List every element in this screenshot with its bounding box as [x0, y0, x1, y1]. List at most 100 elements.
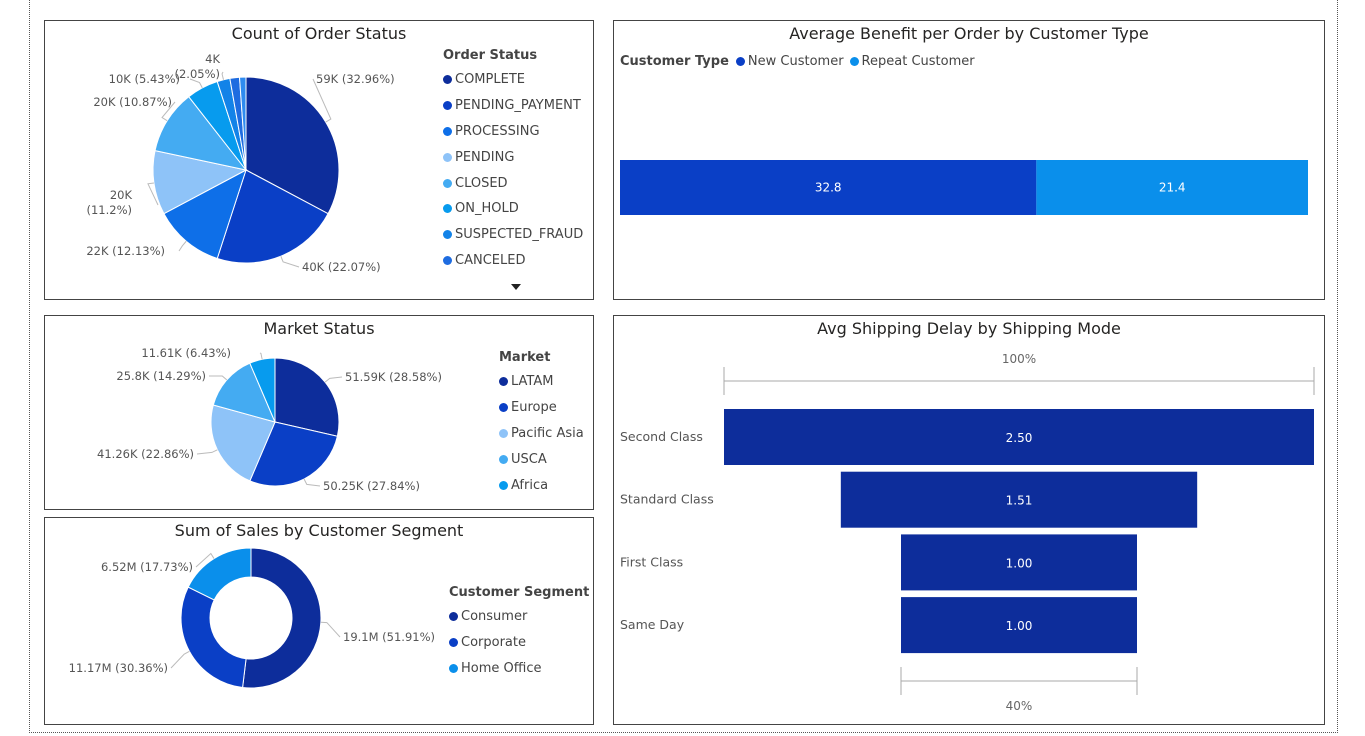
benefit-visual[interactable]: Average Benefit per Order by Customer Ty…: [613, 20, 1325, 300]
legend-item-processing[interactable]: PROCESSING: [443, 119, 583, 145]
data-label: 20K: [110, 188, 133, 202]
market-title: Market Status: [263, 319, 375, 338]
legend-label: SUSPECTED_FRAUD: [455, 227, 584, 243]
legend-item-latam[interactable]: LATAM: [499, 369, 584, 395]
segment-visual[interactable]: Sum of Sales by Customer Segment 19.1M (…: [44, 517, 594, 725]
legend-title: Order Status: [443, 48, 538, 63]
legend-item-consumer[interactable]: Consumer: [449, 604, 589, 630]
legend-item-pacific-asia[interactable]: Pacific Asia: [499, 421, 584, 447]
legend-label: Corporate: [461, 635, 526, 651]
legend-dot-icon: [735, 57, 745, 66]
slice-complete[interactable]: [245, 76, 340, 215]
slice-africa[interactable]: [249, 357, 276, 423]
legend-label: Home Office: [461, 660, 542, 676]
bar-new-customer[interactable]: [620, 160, 1037, 215]
legend-dot-icon: [449, 663, 458, 673]
legend-dot-icon: [443, 126, 452, 136]
slice-usca[interactable]: [212, 362, 276, 423]
segment-donut[interactable]: 19.1M (51.91%) 11.17M (30.36%) 6.52M (17.7…: [45, 518, 595, 726]
bar-value-label: 32.8: [815, 181, 842, 195]
data-label: 11.17M (30.36%): [69, 661, 168, 675]
legend-dot-icon: [499, 377, 508, 387]
leader-line: [196, 449, 218, 455]
data-label: (2.05%): [174, 67, 220, 81]
slice-consumer[interactable]: [242, 547, 322, 689]
funnel-value-label: 1.51: [1006, 494, 1033, 508]
funnel-bar-same-day[interactable]: [901, 597, 1137, 654]
order-status-pie[interactable]: 59K (32.96%)40K (22.07%)22K (12.13%)20K(…: [45, 21, 595, 301]
market-pie[interactable]: 51.59K (28.58%) 50.25K (27.84%) 41.26K (22…: [45, 316, 595, 511]
leader-line: [195, 552, 215, 568]
benefit-bar-chart[interactable]: 32.8 21.4: [614, 21, 1326, 301]
legend-label: Consumer: [461, 609, 528, 625]
data-label: 6.52M (17.73%): [101, 560, 193, 574]
legend-dot-icon: [443, 178, 452, 188]
shipping-visual[interactable]: Avg Shipping Delay by Shipping Mode 100%…: [613, 315, 1325, 725]
legend-title: Customer Type: [620, 54, 729, 69]
funnel-category-label: First Class: [620, 554, 683, 569]
legend-item-closed[interactable]: CLOSED: [443, 170, 583, 196]
order-status-visual[interactable]: Count of Order Status 59K (32.96%) 40K (2…: [44, 20, 594, 300]
legend-dot-icon: [443, 204, 452, 214]
legend-item-corporate[interactable]: Corporate: [449, 630, 589, 656]
funnel-value-label: 2.50: [1006, 431, 1033, 445]
customer-type-legend: Customer Type New Customer Repeat Custome…: [620, 54, 981, 69]
shipping-funnel[interactable]: 100% 2.50 Second Class 1.51 Standard Class 1.…: [614, 316, 1326, 726]
slice-corporate[interactable]: [180, 586, 247, 689]
legend-item-europe[interactable]: Europe: [499, 395, 584, 421]
legend-item-new-customer[interactable]: New Customer: [735, 54, 844, 69]
legend-item-suspected-fraud[interactable]: SUSPECTED_FRAUD: [443, 222, 583, 248]
data-label: 11.61K (6.43%): [141, 346, 231, 360]
leader-line: [312, 78, 332, 123]
slice-pending[interactable]: [152, 150, 248, 215]
market-visual[interactable]: Market Status 51.59K (28.58%) 50.25K (27.…: [44, 315, 594, 510]
order-status-legend: Order Status COMPLETE PENDING_PAYMENT PROC…: [443, 48, 583, 273]
data-label: 25.8K (14.29%): [116, 369, 206, 383]
funnel-value-label: 1.00: [1006, 619, 1033, 633]
leader-line: [320, 621, 341, 638]
slice-europe[interactable]: [249, 421, 338, 487]
data-label: 19.1M (51.91%): [343, 630, 435, 644]
legend-item-africa[interactable]: Africa: [499, 472, 584, 498]
legend-label: CLOSED: [455, 175, 508, 191]
legend-title: Market: [499, 350, 551, 365]
legend-dot-icon: [499, 480, 508, 490]
leader-line: [259, 352, 263, 360]
leader-line: [178, 240, 187, 252]
legend-dot-icon: [499, 428, 508, 438]
slice-closed[interactable]: [154, 96, 248, 171]
legend-item-pending[interactable]: PENDING: [443, 144, 583, 170]
legend-dot-icon: [499, 403, 508, 413]
slice-home-office[interactable]: [187, 547, 252, 601]
data-label: 4K: [205, 52, 220, 66]
legend-item-pending-payment[interactable]: PENDING_PAYMENT: [443, 93, 583, 119]
legend-item-usca[interactable]: USCA: [499, 446, 584, 472]
legend-dot-icon: [849, 57, 859, 66]
legend-item-repeat-customer[interactable]: Repeat Customer: [849, 54, 975, 69]
legend-dot-icon: [443, 75, 452, 85]
data-label: 22K (12.13%): [86, 244, 165, 258]
shipping-title: Avg Shipping Delay by Shipping Mode: [817, 319, 1121, 338]
market-legend: Market LATAM Europe Pacific Asia USCA Africa: [499, 350, 584, 498]
leader-line: [161, 101, 176, 122]
funnel-bar-second-class[interactable]: [724, 409, 1314, 465]
slice-pending-payment[interactable]: [216, 169, 329, 264]
data-label: 41.26K (22.86%): [97, 447, 194, 461]
funnel-bar-first-class[interactable]: [901, 534, 1137, 591]
legend-item-complete[interactable]: COMPLETE: [443, 67, 583, 93]
legend-item-canceled[interactable]: CANCELED: [443, 248, 583, 274]
data-label: 51.59K (28.58%): [345, 370, 442, 384]
bar-repeat-customer[interactable]: [1036, 160, 1308, 215]
data-label: 20K (10.87%): [93, 95, 172, 109]
funnel-value-label: 1.00: [1006, 556, 1033, 570]
legend-item-on-hold[interactable]: ON_HOLD: [443, 196, 583, 222]
legend-label: Europe: [511, 400, 557, 416]
data-label: 40K (22.07%): [302, 260, 381, 274]
legend-more-arrow-icon[interactable]: [511, 284, 521, 290]
slice-other[interactable]: [238, 76, 247, 171]
slice-processing[interactable]: [163, 168, 247, 260]
funnel-bar-standard-class[interactable]: [840, 471, 1198, 528]
legend-label: Repeat Customer: [861, 54, 975, 69]
legend-item-home-office[interactable]: Home Office: [449, 656, 589, 682]
bottom-percent-label: 40%: [1006, 699, 1033, 713]
